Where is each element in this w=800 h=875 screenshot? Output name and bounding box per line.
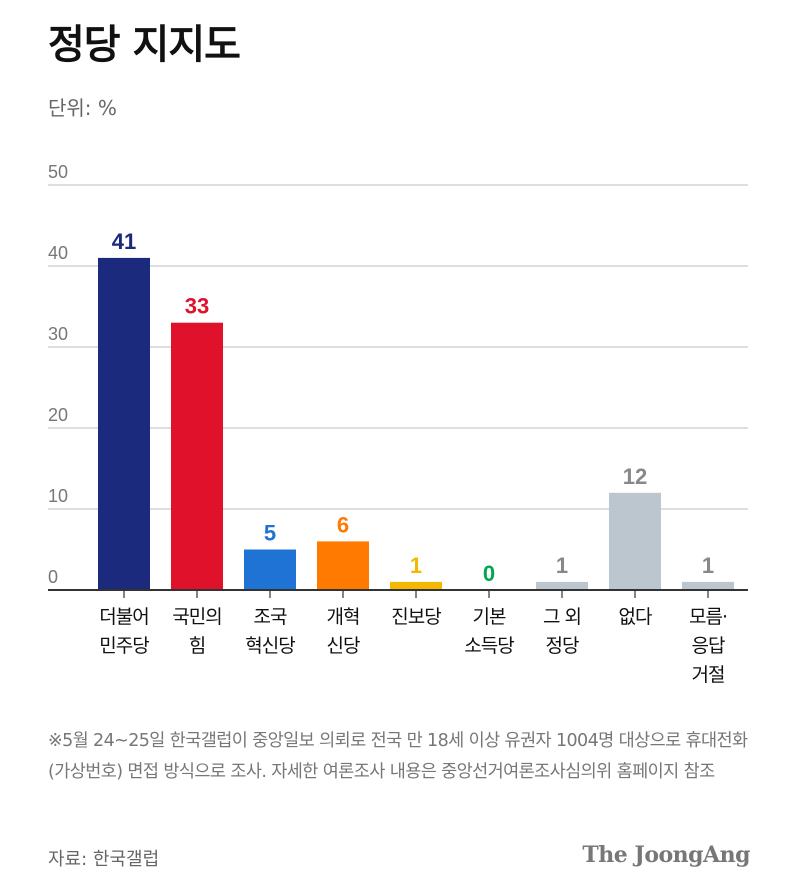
x-tick-label: 힘: [189, 635, 205, 657]
x-tick-label: 진보당: [391, 606, 441, 628]
y-tick-label: 0: [48, 567, 58, 587]
unit-label: 단위: %: [48, 96, 117, 120]
data-label: 6: [337, 512, 349, 537]
bar: [609, 492, 661, 590]
y-tick-label: 10: [48, 486, 68, 506]
data-label: 1: [556, 553, 568, 578]
data-label: 5: [264, 521, 276, 546]
x-tick-label: 그 외: [543, 606, 581, 628]
data-label: 1: [702, 553, 714, 578]
x-tick-label: 소득당: [464, 635, 514, 657]
x-tick-label: 민주당: [99, 635, 149, 657]
x-tick-label: 없다: [619, 606, 652, 628]
y-tick-label: 40: [48, 243, 68, 263]
bar: [682, 581, 734, 590]
y-tick-label: 20: [48, 405, 68, 425]
bar: [98, 257, 150, 590]
bar: [317, 541, 369, 590]
data-label: 1: [410, 553, 422, 578]
publisher-logo: The JoongAng: [582, 842, 750, 868]
x-tick-label: 국민의: [172, 606, 221, 628]
bar: [244, 549, 296, 590]
x-tick-label: 응답: [692, 635, 725, 657]
x-tick-label: 개혁: [327, 606, 360, 628]
data-label: 12: [623, 464, 647, 489]
bar: [536, 581, 588, 590]
x-tick-label: 모름·: [689, 606, 727, 628]
data-label: 0: [483, 561, 495, 586]
x-tick-label: 더불어: [99, 606, 148, 628]
bar: [171, 322, 223, 590]
x-tick-label: 정당: [546, 635, 579, 657]
chart-title: 정당 지지도: [48, 22, 241, 68]
source-label: 자료: 한국갤럽: [48, 849, 160, 870]
x-tick-label: 신당: [327, 635, 360, 657]
x-tick-label: 기본: [473, 606, 506, 628]
y-tick-label: 30: [48, 324, 68, 344]
bar: [390, 581, 442, 590]
survey-note: ※5월 24~25일 한국갤럽이 중앙일보 의뢰로 전국 만 18세 이상 유권…: [48, 731, 748, 782]
x-tick-label: 혁신당: [245, 635, 295, 657]
data-label: 33: [185, 294, 209, 319]
bar-chart: 0102030405041더불어민주당33국민의힘5조국혁신당6개혁신당1진보당…: [48, 162, 748, 686]
x-tick-label: 거절: [692, 664, 725, 686]
x-tick-label: 조국: [254, 606, 287, 628]
data-label: 41: [112, 229, 136, 254]
y-tick-label: 50: [48, 162, 68, 182]
